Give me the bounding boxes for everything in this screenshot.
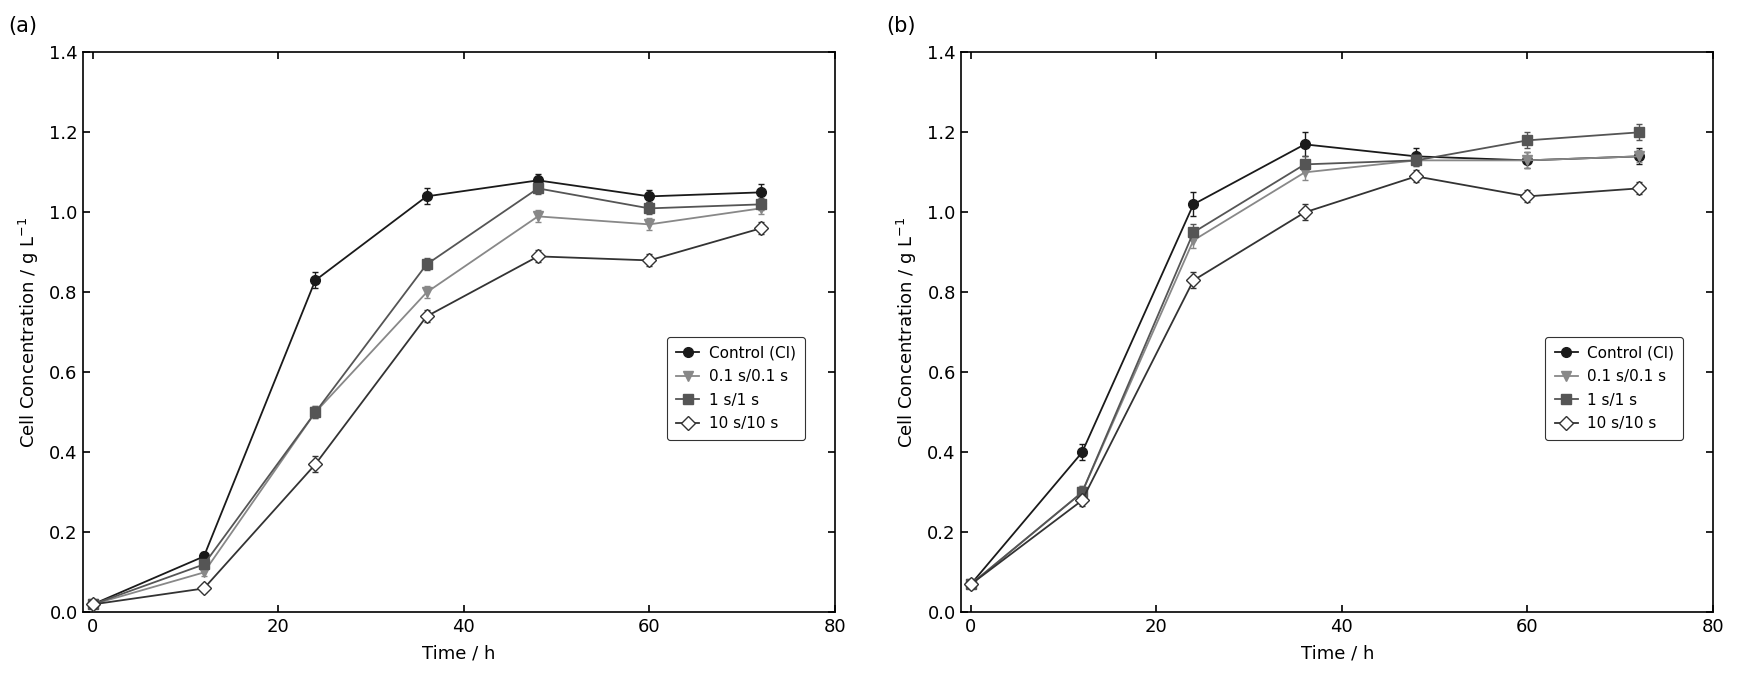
Legend: Control (CI), 0.1 s/0.1 s, 1 s/1 s, 10 s/10 s: Control (CI), 0.1 s/0.1 s, 1 s/1 s, 10 s… (1546, 337, 1684, 440)
Text: (a): (a) (9, 16, 37, 35)
X-axis label: Time / h: Time / h (423, 644, 496, 662)
Y-axis label: Cell Concentration / g L$^{-1}$: Cell Concentration / g L$^{-1}$ (895, 217, 919, 448)
Legend: Control (CI), 0.1 s/0.1 s, 1 s/1 s, 10 s/10 s: Control (CI), 0.1 s/0.1 s, 1 s/1 s, 10 s… (667, 337, 804, 440)
X-axis label: Time / h: Time / h (1301, 644, 1374, 662)
Text: (b): (b) (886, 16, 916, 35)
Y-axis label: Cell Concentration / g L$^{-1}$: Cell Concentration / g L$^{-1}$ (17, 217, 40, 448)
